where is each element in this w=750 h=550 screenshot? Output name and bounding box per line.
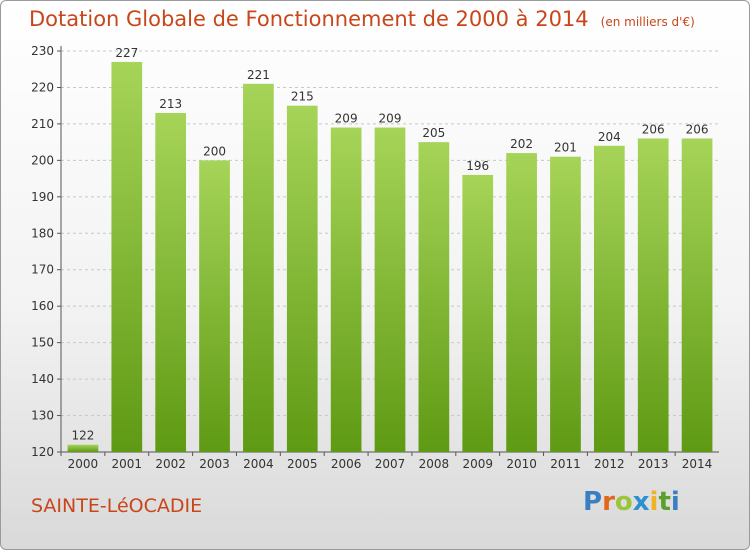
data-label: 200 [203,144,226,158]
bar [593,145,625,453]
commune-name: SAINTE-LéOCADIE [31,495,203,517]
x-tick-label: 2002 [155,457,186,471]
chart-subtitle: (en milliers d'€) [600,15,695,29]
data-label: 206 [642,122,665,136]
logo-letter: x [632,487,650,517]
data-label: 209 [379,112,402,126]
x-tick-label: 2003 [199,457,230,471]
logo-letter: t [658,487,671,517]
x-tick-label: 2006 [331,457,362,471]
data-labels: 122 227 213 200 221 215 209 209 205 196 202 201 204 2… [71,46,708,443]
logo-letter: i [670,487,680,517]
data-label: 227 [115,46,138,60]
bar [330,127,362,453]
y-tick-label: 140 [31,372,54,386]
y-tick-label: 180 [31,226,54,240]
bar [681,138,713,452]
logo-letter: o [614,487,633,517]
data-label: 122 [71,429,94,443]
data-label: 209 [335,112,358,126]
data-label: 196 [466,159,489,173]
bar [67,444,99,452]
chart-title: Dotation Globale de Fonctionnement de 20… [29,7,695,31]
bar [243,83,274,453]
chart-title-text: Dotation Globale de Fonctionnement de 20… [29,7,589,31]
x-tick-label: 2008 [419,457,450,471]
data-label: 213 [159,97,182,111]
bars [67,61,713,453]
proxiti-logo: Proxiti [583,487,680,517]
x-tick-label: 2000 [68,457,99,471]
y-tick-label: 200 [31,153,54,167]
bar [111,61,143,452]
y-tick-label: 120 [31,445,54,459]
bar [155,112,187,453]
logo-letter: P [583,487,603,517]
x-tick-label: 2001 [112,457,143,471]
x-tick-label: 2005 [287,457,318,471]
bar [550,156,581,452]
bar [506,153,537,452]
y-tick-label: 130 [31,409,54,423]
y-tick-label: 150 [31,336,54,350]
y-tick-label: 210 [31,117,54,131]
logo-letter: i [649,487,659,517]
y-tick-label: 160 [31,299,54,313]
x-tick-label: 2014 [682,457,713,471]
bar [199,160,230,452]
data-label: 215 [291,90,314,104]
x-tick-label: 2004 [243,457,274,471]
x-tick-label: 2012 [594,457,625,471]
bar [286,105,318,452]
x-tick-label: 2011 [550,457,581,471]
bar [374,127,406,453]
x-tick-label: 2007 [375,457,406,471]
x-tick-label: 2013 [638,457,669,471]
data-label: 205 [422,126,445,140]
data-label: 204 [598,130,621,144]
data-label: 221 [247,68,270,82]
x-tick-label: 2009 [462,457,493,471]
y-tick-label: 190 [31,190,54,204]
data-label: 206 [686,122,709,136]
bar [637,138,669,452]
data-label: 201 [554,141,577,155]
tick-labels: 120 130 140 150 160 170 180 190 200 210 220 230 2000… [31,44,712,471]
y-tick-label: 170 [31,263,54,277]
bar [462,174,494,453]
bar [418,142,450,453]
bar-chart: 122 227 213 200 221 215 209 209 205 196 202 201 204 2… [31,44,719,471]
logo-letter: r [602,487,615,517]
x-tick-label: 2010 [506,457,537,471]
data-label: 202 [510,137,533,151]
y-tick-label: 220 [31,80,54,94]
y-tick-label: 230 [31,44,54,58]
